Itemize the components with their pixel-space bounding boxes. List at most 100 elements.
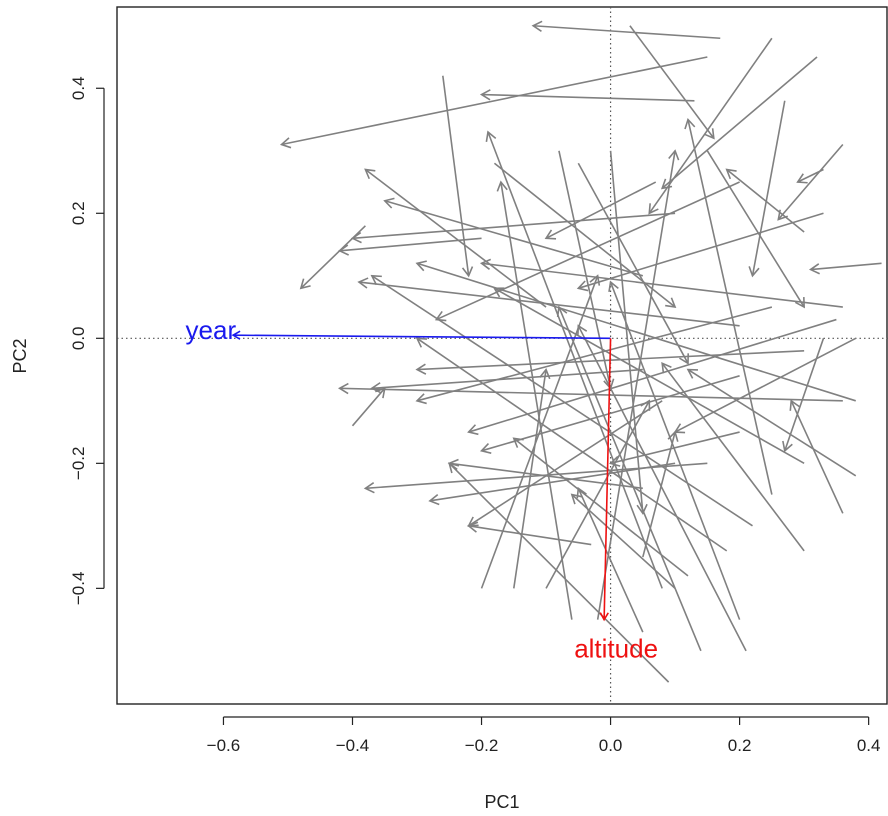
observation-arrow-shaft (416, 337, 728, 552)
observation-arrow-shaft (777, 144, 844, 221)
observation-arrow-head (428, 493, 440, 506)
observation-arrow (447, 458, 643, 490)
observation-arrow (789, 399, 844, 514)
observation-arrow-head (279, 137, 292, 149)
observation-arrow-shaft (790, 400, 844, 514)
observation-arrow-shaft (609, 281, 741, 620)
observation-arrow-head (576, 486, 587, 499)
observation-arrow-shaft (448, 462, 670, 683)
x-tick-label: −0.2 (465, 736, 499, 755)
x-axis: −0.6 −0.4 −0.2 0.0 0.2 0.4 (207, 716, 881, 755)
x-tick-label: −0.4 (336, 736, 370, 755)
observation-arrow-head (684, 117, 696, 130)
observation-arrow-shaft (436, 181, 740, 321)
observation-arrow-shaft (596, 150, 676, 620)
observation-arrow-shaft (384, 200, 644, 277)
observation-arrow-shaft (351, 387, 386, 427)
observation-arrow (686, 368, 857, 477)
variable-arrow-year-head (231, 330, 241, 340)
observation-arrow (370, 368, 643, 394)
observation-arrow-head (357, 277, 369, 289)
observation-arrow-shaft (545, 400, 650, 589)
observation-arrow-head (375, 387, 386, 399)
observation-arrow-head (350, 231, 362, 244)
y-tick-label: 0.2 (69, 201, 88, 225)
observation-arrow-head (447, 458, 459, 471)
observation-arrow-head (668, 149, 680, 161)
observation-arrow (370, 274, 753, 527)
observation-arrow-shaft (642, 431, 676, 558)
observation-arrow-head (434, 310, 447, 322)
observation-arrow (496, 180, 573, 620)
observation-arrow-shaft (558, 306, 702, 652)
observation-arrow (415, 337, 728, 552)
observation-arrow (608, 280, 741, 620)
observation-arrow (808, 262, 882, 275)
observation-arrow-shaft (512, 369, 547, 589)
observation-arrow (629, 25, 715, 140)
observation-arrow (661, 362, 805, 552)
observation-arrow-shaft (751, 100, 786, 276)
x-tick-label: 0.4 (857, 736, 881, 755)
observation-arrow-shaft (784, 338, 825, 452)
observation-arrow-head (496, 180, 508, 192)
observation-arrow (383, 197, 644, 277)
variable-label-altitude: altitude (574, 634, 658, 664)
observation-arrow-shaft (661, 362, 805, 552)
observation-arrow (577, 324, 747, 652)
observation-arrow-head (370, 274, 382, 286)
observation-arrow-head (609, 455, 621, 467)
x-axis-title: PC1 (484, 792, 519, 812)
observation-arrow-head (493, 287, 505, 298)
observation-arrow-head (337, 244, 349, 256)
observation-arrow-head (415, 260, 427, 272)
observation-arrow-shaft (481, 375, 740, 452)
observation-arrow (609, 150, 648, 515)
observation-arrow (479, 375, 740, 454)
observation-arrow-head (725, 168, 737, 180)
observation-arrow (485, 130, 663, 589)
observation-arrow-head (363, 482, 375, 494)
observation-arrow (279, 56, 708, 149)
variable-arrow-altitude-head (599, 612, 609, 622)
variable-label-year: year (186, 315, 237, 345)
observation-arrow-head (789, 399, 800, 411)
variable-arrow-year-shaft (233, 334, 611, 340)
observation-arrow-shaft (371, 368, 643, 390)
observation-arrow-shaft (706, 150, 805, 308)
observation-arrow-head (415, 363, 427, 375)
y-axis-title: PC2 (10, 338, 30, 373)
observation-arrow-shaft (500, 181, 573, 620)
observation-arrow (544, 181, 657, 240)
observation-arrow-shaft (352, 212, 676, 240)
observation-arrow-shaft (533, 24, 721, 40)
observation-arrow (531, 20, 721, 40)
observation-arrow-head (704, 128, 715, 140)
observation-arrow (576, 486, 644, 633)
y-tick-label: 0.4 (69, 76, 88, 100)
observation-arrow-shaft (449, 462, 643, 490)
observation-arrow (609, 431, 740, 467)
observation-arrow-head (415, 393, 427, 405)
observation-arrow (673, 337, 857, 434)
observation-arrow-head (603, 378, 615, 390)
observation-arrow (576, 212, 824, 292)
observation-arrow-head (608, 280, 619, 293)
reference-lines (117, 7, 888, 704)
observation-arrow (660, 56, 818, 190)
observation-arrow (748, 100, 786, 278)
observation-arrow-head (748, 266, 760, 278)
observation-arrow-head (661, 362, 672, 374)
observation-arrow (467, 521, 592, 546)
observation-arrow-head (383, 197, 395, 209)
observation-arrow (706, 150, 805, 309)
observation-arrow (480, 274, 601, 589)
observation-arrow (479, 258, 843, 308)
observation-arrow-head (479, 258, 492, 270)
observation-arrow-shaft (416, 262, 856, 402)
plot-frame (116, 6, 888, 705)
variable-arrow-altitude (599, 338, 612, 622)
variable-arrows: year altitude (186, 315, 658, 663)
observation-arrow (684, 117, 773, 495)
